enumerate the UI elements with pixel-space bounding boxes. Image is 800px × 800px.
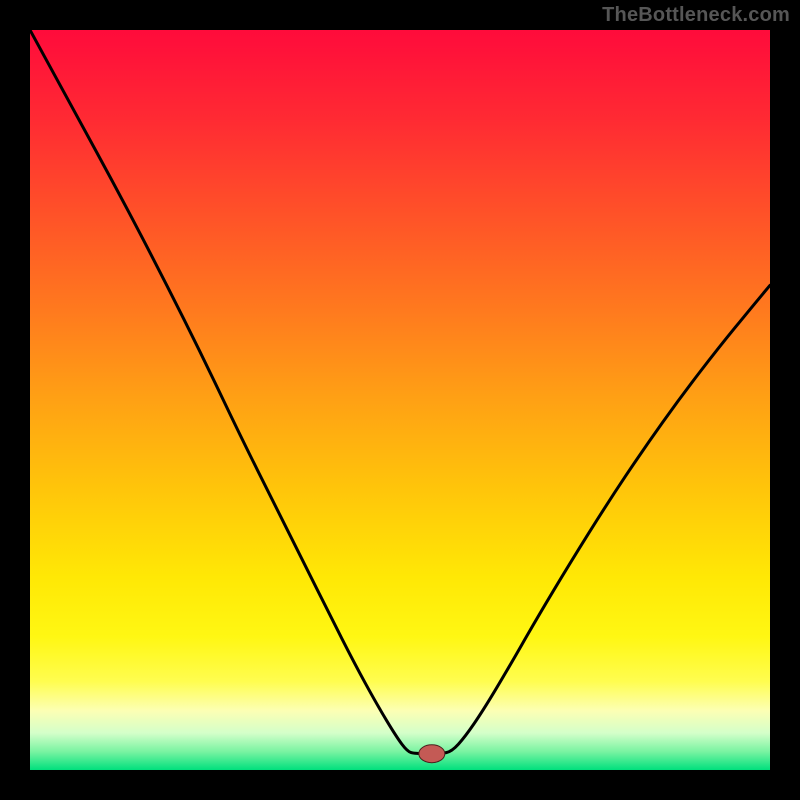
- watermark-text: TheBottleneck.com: [602, 4, 790, 27]
- optimum-marker: [419, 745, 445, 763]
- chart-frame: TheBottleneck.com: [0, 0, 800, 800]
- plot-background: [30, 30, 770, 770]
- bottleneck-chart: [30, 30, 770, 770]
